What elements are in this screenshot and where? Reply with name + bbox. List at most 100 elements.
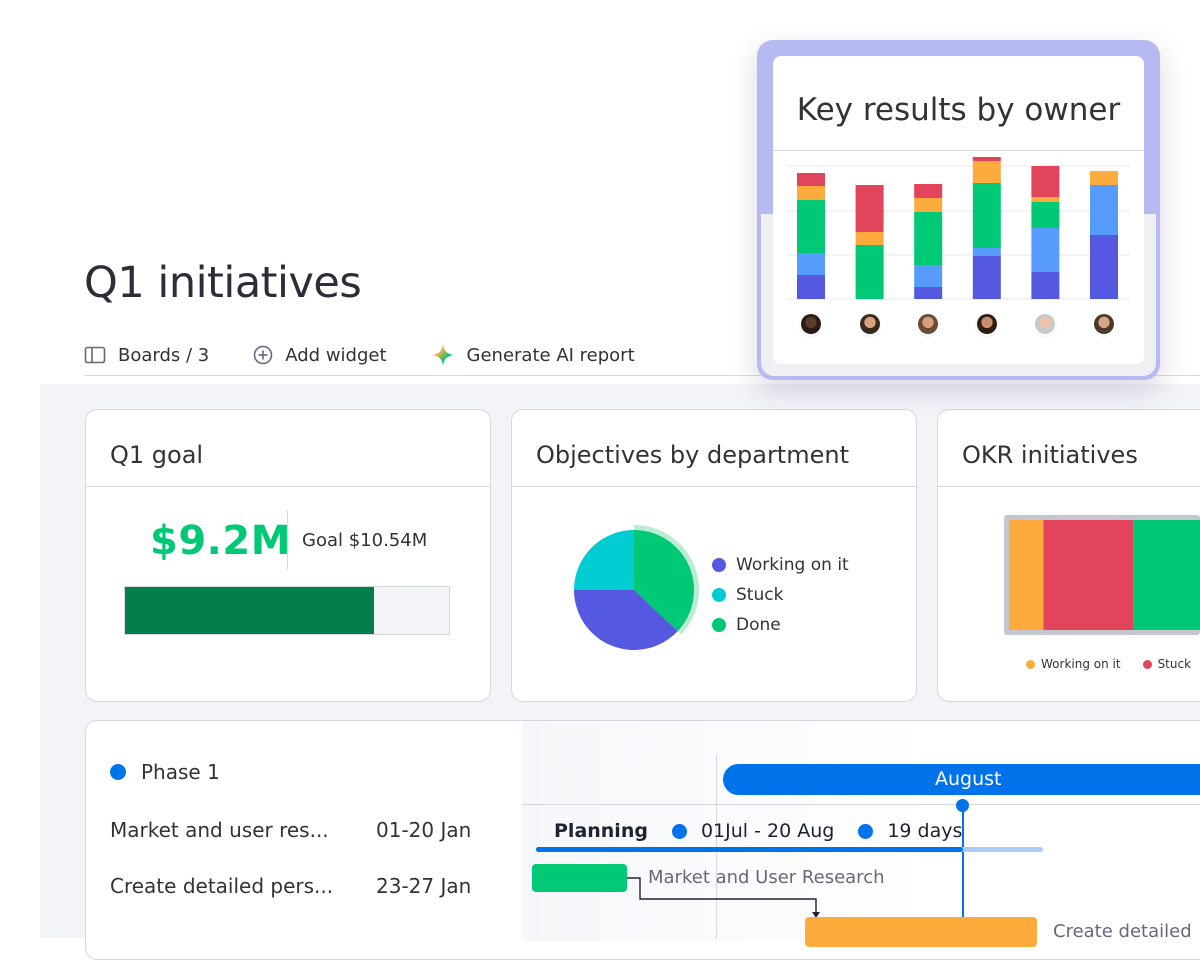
okr-bar-segment[interactable] [1009,520,1044,630]
kr-bar-segment[interactable] [1031,228,1060,272]
objectives-widget[interactable]: Objectives by department [511,409,917,702]
owner-avatar[interactable] [801,314,821,334]
kr-bar-segment[interactable] [797,275,825,299]
pie-slice[interactable] [574,530,634,590]
phase-dot [110,764,126,780]
month-header: August [723,764,1200,795]
legend-dot-done [712,618,726,632]
legend-dot-working [712,558,726,572]
okr-legend-label-working: Working on it [1041,657,1121,671]
q1-goal-value: $9.2M [150,518,291,564]
okr-legend: Working on it Stuck [1026,657,1200,671]
q1-goal-separator [287,510,288,570]
q1-goal-target: Goal $10.54M [302,530,428,551]
kr-bar-segment[interactable] [1031,272,1060,299]
dashboard-toolbar: Boards / 3 Add widget Generate AI report [84,340,679,370]
kr-bar-segment[interactable] [797,253,825,275]
gantt-grid-line [716,755,717,938]
toolbar-divider [84,375,1200,376]
okr-bar-segment[interactable] [1043,520,1134,630]
owner-avatar[interactable] [1035,314,1056,334]
phase-group[interactable]: Phase 1 [110,760,220,784]
q1-goal-progress-fill [125,587,375,634]
okr-legend-label-stuck: Stuck [1157,657,1192,671]
kr-bar-segment[interactable] [914,198,943,212]
kr-bar-segment[interactable] [1031,197,1060,202]
generate-ai-report-label: Generate AI report [466,344,635,366]
legend-label-done: Done [736,615,781,635]
gantt-grid-line [522,804,1200,805]
okr-legend-working: Working on it [1026,657,1121,671]
pie-slice[interactable] [634,530,694,632]
ai-sparkle-icon [431,344,454,366]
dependency-arrow [627,877,820,918]
objectives-title: Objectives by department [512,410,916,487]
planning-duration-dot [858,823,874,839]
kr-bar-segment[interactable] [972,183,1001,248]
kr-bar-segment[interactable] [914,184,943,198]
kr-bar-segment[interactable] [855,245,884,299]
owner-avatar[interactable] [918,314,939,334]
okr-bar-segment[interactable] [1133,520,1200,630]
legend-label-stuck: Stuck [736,585,784,605]
gantt-bar-create-personas[interactable] [805,917,1037,947]
okr-title: OKR initiatives [938,410,1200,487]
kr-bar-segment[interactable] [855,232,884,245]
kr-bar-segment[interactable] [914,265,943,287]
today-marker-dot [956,799,969,812]
board-icon [84,346,106,364]
kr-bar-segment[interactable] [797,173,825,186]
task-name[interactable]: Market and user res... [110,818,329,842]
q1-goal-progress-bar [124,586,450,635]
kr-bar-segment[interactable] [972,157,1001,161]
kr-bar-segment[interactable] [1090,171,1118,185]
legend-dot-stuck [712,588,726,602]
okr-stacked-bar-chart [1004,515,1200,635]
add-widget-label: Add widget [285,344,387,366]
today-marker-line [962,805,964,918]
planning-range-dot [671,823,687,839]
kr-bar-segment[interactable] [914,212,943,265]
phase-label: Phase 1 [141,760,220,784]
kr-bar-segment[interactable] [914,287,943,299]
gantt-bar-market-research[interactable] [532,864,627,892]
kr-bar-segment[interactable] [855,185,884,232]
kr-bar-segment[interactable] [972,248,1001,256]
owner-avatar[interactable] [859,314,880,334]
okr-legend-dot-stuck [1142,659,1152,669]
generate-ai-report-button[interactable]: Generate AI report [431,343,635,367]
owner-avatar[interactable] [1094,314,1114,334]
legend-label-working: Working on it [736,555,849,575]
kr-bar-segment[interactable] [797,200,825,253]
kr-bar-segment[interactable] [972,256,1001,299]
task-date: 23-27 Jan [376,874,472,898]
objectives-legend: Working on it Stuck Done [712,550,849,640]
add-circle-icon [253,345,273,365]
kr-bar-segment[interactable] [1031,202,1060,228]
kr-bar-segment[interactable] [797,186,825,200]
boards-button[interactable]: Boards / 3 [84,345,209,366]
planning-summary[interactable]: Planning 01Jul - 20 Aug 19 days [554,820,962,842]
planning-progress-fill [536,847,963,852]
kr-bar-segment[interactable] [1090,185,1118,235]
q1-goal-title: Q1 goal [86,410,490,487]
legend-item-working: Working on it [712,550,849,580]
key-results-widget[interactable] [773,56,1144,364]
key-results-stacked-bar-chart [787,157,1130,300]
pie-slice[interactable] [574,590,678,650]
kr-bar-segment[interactable] [1090,235,1118,299]
planning-duration: 19 days [887,820,963,842]
kr-bar-segment[interactable] [1031,166,1060,197]
objectives-pie-chart [574,525,699,650]
okr-legend-dot-working [1026,659,1035,669]
add-widget-button[interactable]: Add widget [253,344,387,366]
kr-bar-segment[interactable] [972,161,1001,183]
task-name[interactable]: Create detailed pers... [110,874,334,898]
legend-item-stuck: Stuck [712,580,849,610]
planning-range: 01Jul - 20 Aug [700,820,835,842]
legend-item-done: Done [712,610,849,640]
owner-avatar[interactable] [976,314,997,334]
q1-goal-widget[interactable]: Q1 goal [85,409,491,702]
key-results-divider [773,150,1144,151]
gantt-bar-label: Market and User Research [648,867,885,888]
